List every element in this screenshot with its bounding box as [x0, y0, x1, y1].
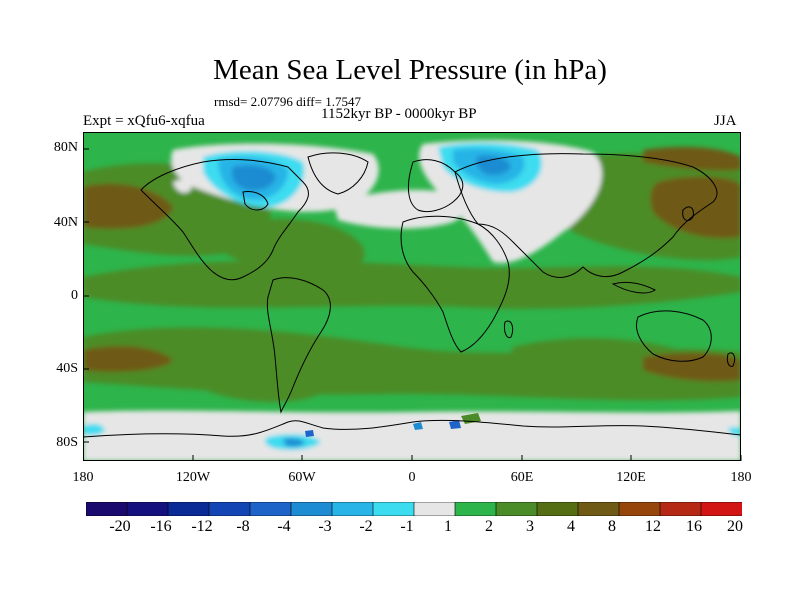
antarctic-coast-blue-spot-3	[305, 430, 314, 437]
coast-greenland	[307, 152, 369, 195]
colorbar-label: 4	[567, 518, 575, 535]
colorbar-swatch	[86, 502, 128, 516]
coast-europe	[407, 159, 464, 213]
coastlines	[83, 152, 741, 438]
coast-madagascar	[504, 320, 514, 339]
colorbar-label: -1	[400, 518, 414, 535]
colorbar-label: 20	[727, 518, 743, 535]
colorbar-label: -8	[236, 518, 250, 535]
colorbar-swatch	[208, 502, 251, 516]
lon-label-120w: 120W	[175, 470, 211, 485]
rmsd-diff-stats: rmsd= 2.07796 diff= 1.7547	[214, 94, 361, 109]
colorbar-swatch	[454, 502, 497, 516]
colorbar-label: 12	[645, 518, 661, 535]
coast-japan	[682, 206, 694, 221]
lon-label-60w: 60W	[288, 470, 316, 485]
lon-label-180e: 180	[730, 470, 752, 485]
colorbar-swatch	[126, 502, 169, 516]
south-pacific-olive-lobe	[171, 343, 335, 402]
north-pacific-brown-sliver	[643, 146, 741, 171]
colorbar-swatch	[700, 502, 742, 516]
colorbar-label: -3	[318, 518, 332, 535]
coast-hudson-bay	[242, 191, 269, 211]
siberia-blue-core	[475, 155, 511, 176]
antarctic-blue-patch-east	[728, 426, 741, 437]
south-pacific-brown-core	[83, 346, 173, 372]
colorbar-swatch	[249, 502, 292, 516]
colorbar-label: 1	[444, 518, 452, 535]
lat-label-80n: 80N	[53, 140, 78, 155]
colorbar-label: -2	[359, 518, 373, 535]
coast-north-america	[140, 159, 309, 281]
lat-label-40s: 40S	[56, 361, 78, 376]
antarctic-blue-patch-west	[83, 423, 105, 436]
colorbar-swatch	[659, 502, 702, 516]
colorbar-label: -4	[277, 518, 291, 535]
lon-label-60e: 60E	[510, 470, 534, 485]
axis-ticks	[83, 148, 742, 461]
colorbar-swatch	[290, 502, 333, 516]
colorbar-label: 2	[485, 518, 493, 535]
lat-label-80s: 80S	[56, 435, 78, 450]
experiment-label: Expt = xQfu6-xqfua	[83, 113, 205, 129]
colorbar-label: -12	[191, 518, 213, 535]
colorbar	[86, 502, 742, 516]
antarctic-blue-core-ross	[283, 438, 305, 447]
antarctic-neutral-zone	[83, 410, 741, 461]
coast-australia	[636, 310, 712, 362]
coast-south-america	[266, 277, 331, 414]
coast-indonesia	[611, 281, 656, 294]
time-period-label: 1152kyr BP - 0000kyr BP	[321, 106, 477, 122]
colorbar-label: 3	[526, 518, 534, 535]
indian-ocean-olive-lobe	[511, 338, 699, 388]
colorbar-swatch	[577, 502, 620, 516]
antarctic-coast-blue-spot-1	[413, 422, 423, 430]
lon-label-120e: 120E	[616, 470, 646, 485]
pressure-anomaly-map	[83, 132, 742, 461]
lon-label-180w: 180	[72, 470, 94, 485]
lat-label-40n: 40N	[53, 215, 78, 230]
colorbar-swatch	[495, 502, 538, 516]
coast-antarctica	[83, 419, 741, 438]
coast-new-zealand	[726, 352, 736, 367]
north-pacific-brown-core	[83, 183, 173, 229]
east-asia-brown-core	[650, 176, 741, 239]
season-label: JJA	[714, 113, 737, 129]
map-title: Mean Sea Level Pressure (in hPa)	[213, 54, 607, 86]
colorbar-swatch	[167, 502, 210, 516]
canada-blue-core	[231, 165, 276, 191]
colorbar-label: -16	[150, 518, 172, 535]
colorbar-swatch	[618, 502, 661, 516]
colorbar-swatch	[372, 502, 415, 516]
colorbar-label: 8	[608, 518, 616, 535]
antarctic-coast-blue-spot-2	[449, 420, 461, 429]
lon-label-0: 0	[408, 470, 416, 485]
colorbar-swatch	[536, 502, 579, 516]
colorbar-swatch	[331, 502, 374, 516]
coast-asia	[454, 153, 718, 278]
colorbar-swatch	[413, 502, 456, 516]
pacific-neutral-patch	[173, 179, 192, 193]
colorbar-label: -20	[109, 518, 131, 535]
atlantic-europe-neutral-zone	[333, 190, 466, 229]
colorbar-label: 16	[686, 518, 702, 535]
lat-label-equator: 0	[71, 288, 78, 303]
